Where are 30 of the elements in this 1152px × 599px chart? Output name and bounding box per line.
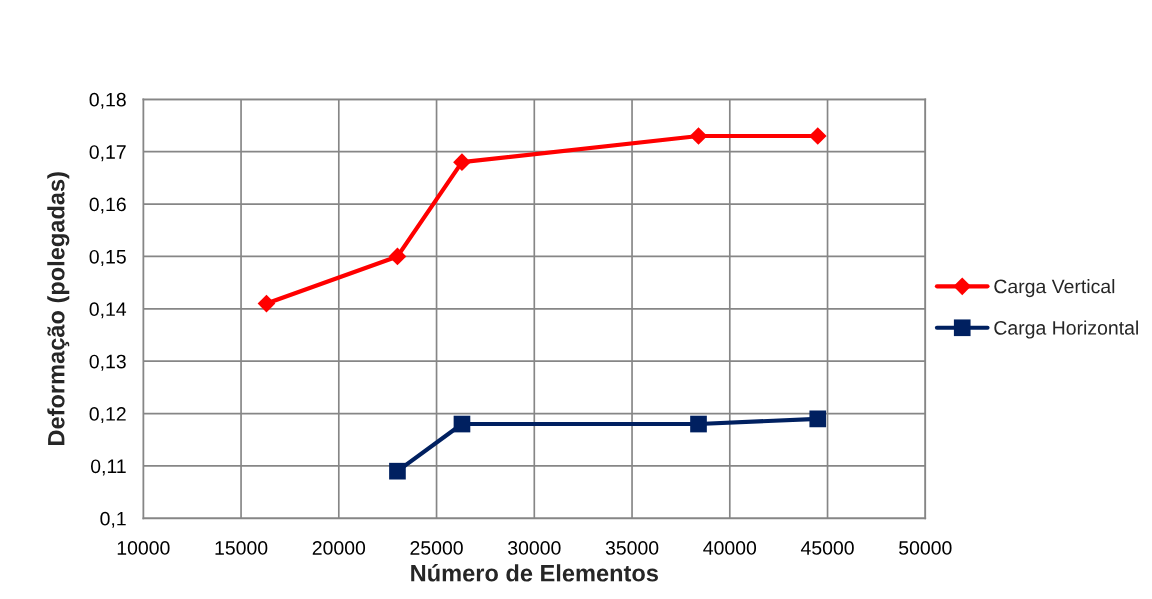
x-tick-label: 25000 <box>410 541 463 555</box>
x-tick-label: 50000 <box>899 541 952 555</box>
y-tick-label: 0,18 <box>89 92 126 109</box>
x-tick-label: 40000 <box>703 541 757 555</box>
point <box>689 127 708 145</box>
y-axis-title: Deformação (polegadas) <box>47 172 70 445</box>
legend-label: Carga Horizontal <box>994 320 1138 339</box>
x-tick-label: 45000 <box>800 541 854 555</box>
y-tick-label: 0,14 <box>89 302 127 319</box>
point <box>389 462 406 480</box>
point <box>809 410 827 428</box>
point <box>453 153 471 171</box>
point <box>388 247 407 266</box>
point <box>690 415 707 433</box>
y-tick-label: 0,12 <box>89 407 126 424</box>
x-tick-label: 10000 <box>117 541 170 555</box>
point <box>453 415 471 433</box>
y-tick-label: 0,15 <box>89 249 126 266</box>
y-tick-label: 0,13 <box>89 354 126 371</box>
y-tick-label: 0,17 <box>89 145 126 162</box>
legend-label: Carga Vertical <box>994 279 1115 298</box>
x-tick-label: 35000 <box>605 541 659 555</box>
y-tick-label: 0,11 <box>90 459 126 476</box>
x-tick-label: 15000 <box>215 541 268 555</box>
y-tick-label: 0,16 <box>89 197 126 214</box>
point <box>257 294 276 313</box>
x-tick-label: 20000 <box>312 541 366 555</box>
x-axis-title: Número de Elementos <box>411 564 658 582</box>
y-tick-label: 0,1 <box>100 511 126 528</box>
x-tick-label: 30000 <box>508 541 561 555</box>
